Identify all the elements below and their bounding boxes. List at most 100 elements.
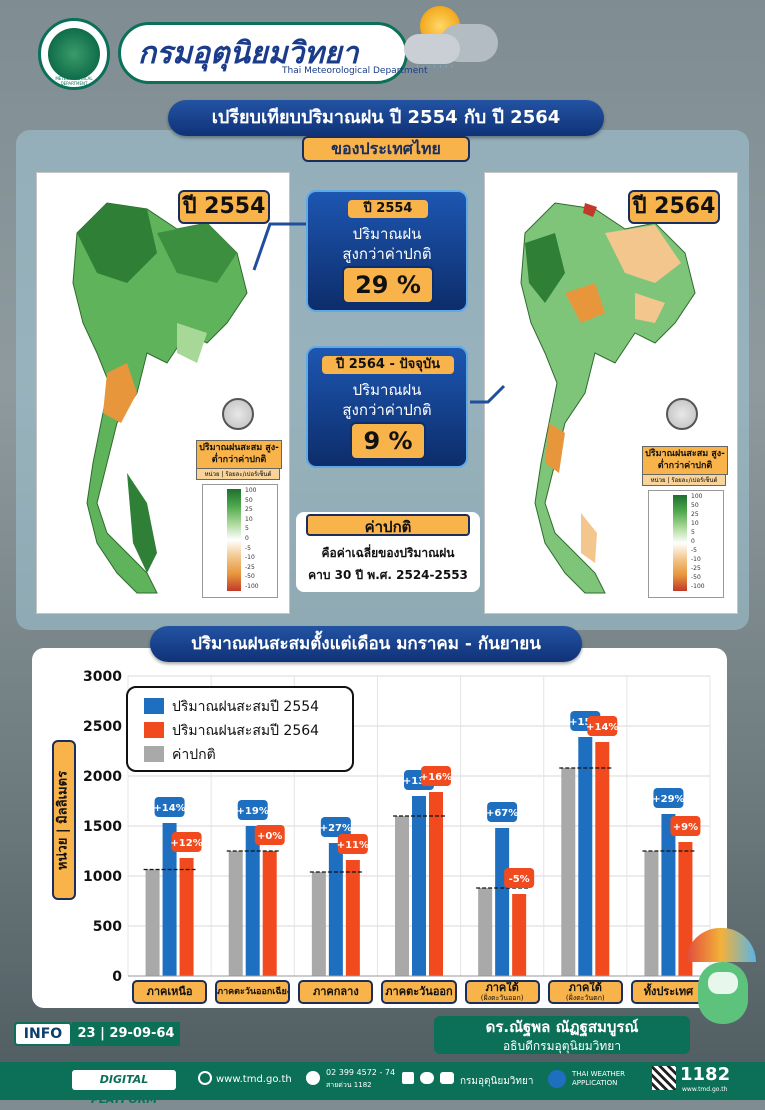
hotline-website: www.tmd.go.th bbox=[682, 1086, 728, 1093]
bar-2564 bbox=[678, 842, 693, 976]
y-tick-label: 2500 bbox=[83, 719, 122, 735]
bar-2554 bbox=[661, 814, 676, 976]
mascot-face-icon bbox=[708, 972, 738, 994]
legend-tick-label: -10 bbox=[691, 556, 701, 563]
phone-hotline: สายด่วน 1182 bbox=[326, 1081, 372, 1089]
info-line1-2564: ปริมาณฝน bbox=[352, 381, 422, 399]
qr-code-icon bbox=[652, 1066, 676, 1090]
signature-box bbox=[434, 1016, 690, 1054]
category-label: ทั้งประเทศ bbox=[630, 980, 706, 1004]
bar-normal bbox=[478, 888, 493, 976]
legend-unit-2554: หน่วย | ร้อยละ/เปอร์เซ็นต์ bbox=[196, 468, 280, 480]
bar-normal bbox=[561, 768, 576, 976]
legend-swatch-2554 bbox=[144, 698, 164, 714]
legend-tick-label: 100 bbox=[691, 493, 703, 500]
logo-text: METEOROLOGICAL DEPARTMENT bbox=[55, 76, 93, 86]
digital-platform-logo: DIGITAL PLATFORM bbox=[72, 1070, 176, 1106]
ylabel-tag bbox=[52, 740, 76, 900]
legend-scale-2554: 100 50 25 10 5 0 -5 -10 -25 -50 -100 bbox=[202, 484, 278, 598]
legend-tick-label: 25 bbox=[245, 506, 253, 514]
legend-label-2564: ปริมาณฝนสะสมปี 2564 bbox=[172, 723, 320, 739]
y-tick-label: 2000 bbox=[83, 769, 122, 785]
year-tag-2564: ปี 2564 bbox=[628, 190, 720, 224]
legend-tick-label: -25 bbox=[691, 565, 701, 572]
category-label: ภาคเหนือ bbox=[132, 980, 208, 1004]
info-line1-2554: ปริมาณฝน bbox=[352, 225, 422, 243]
info-tag-2554: ปี 2554 bbox=[348, 200, 428, 218]
normal-line1: คือค่าเฉลี่ยของปริมาณฝน bbox=[321, 546, 455, 560]
data-label-2564: +9% bbox=[673, 822, 698, 833]
bar-2554 bbox=[495, 828, 510, 976]
data-label-2554: +67% bbox=[486, 808, 518, 819]
website-link[interactable]: www.tmd.go.th bbox=[216, 1074, 292, 1085]
legend-tick-label: 10 bbox=[245, 515, 253, 523]
bar-2564 bbox=[429, 792, 443, 976]
category-label: ภาคใต้ (ฝั่งตะวันออก) bbox=[464, 980, 540, 1004]
twitter-icon[interactable] bbox=[420, 1072, 434, 1084]
map-card-2554 bbox=[36, 172, 290, 614]
data-label-box bbox=[653, 788, 684, 808]
category-main: ภาคตะวันออกเฉียงเหนือ bbox=[217, 987, 288, 997]
data-label-2564: +12% bbox=[170, 838, 202, 849]
chart-legend: ปริมาณฝนสะสมปี 2554 ปริมาณฝนสะสมปี 2564 … bbox=[126, 686, 354, 772]
normal-box: ค่าปกติ คือค่าเฉลี่ยของปริมาณฝน คาบ 30 ป… bbox=[296, 512, 480, 592]
bar-normal bbox=[644, 851, 659, 976]
bar-normal bbox=[395, 816, 409, 976]
data-label-box bbox=[587, 716, 618, 736]
category-sub: (ฝั่งตะวันออก) bbox=[480, 994, 524, 1002]
normal-tag: ค่าปกติ bbox=[306, 514, 470, 536]
info-badge: INFO bbox=[14, 1022, 72, 1046]
map-2564 bbox=[520, 202, 696, 594]
map-card-2564 bbox=[484, 172, 738, 614]
bar-2554 bbox=[578, 737, 593, 976]
data-label-box bbox=[171, 832, 202, 852]
data-label-2564: +16% bbox=[420, 772, 452, 783]
youtube-icon[interactable] bbox=[440, 1072, 454, 1084]
category-main: ภาคใต้ bbox=[568, 981, 602, 994]
data-label-box bbox=[154, 797, 185, 817]
director-title: อธิบดีกรมอุตุนิยมวิทยา bbox=[502, 1039, 622, 1053]
legend-tick-label: 5 bbox=[245, 525, 249, 533]
map-2554 bbox=[72, 202, 248, 594]
bar-2564 bbox=[179, 858, 194, 976]
data-label-box bbox=[337, 834, 368, 854]
legend-swatch-2564 bbox=[144, 722, 164, 738]
info-line2-2554: สูงกว่าค่าปกติ bbox=[342, 245, 432, 263]
legend-tick-label: -50 bbox=[691, 574, 701, 581]
legend-tick-label: 25 bbox=[691, 511, 699, 518]
bar-2564 bbox=[595, 742, 610, 976]
category-sub: (ฝั่งตะวันตก) bbox=[565, 994, 605, 1002]
legend-tick-label: 0 bbox=[691, 538, 695, 545]
info-date: 23 | 29-09-64 bbox=[72, 1022, 180, 1046]
bar-2554 bbox=[412, 796, 426, 976]
normal-line2: คาบ 30 ปี พ.ศ. 2524-2553 bbox=[308, 568, 468, 582]
info-value-2554: 29 % bbox=[342, 266, 434, 304]
y-tick-label: 0 bbox=[112, 969, 122, 985]
legend-tick-label: -100 bbox=[245, 583, 259, 590]
data-label-2564: +0% bbox=[257, 831, 282, 842]
facebook-icon[interactable] bbox=[402, 1072, 414, 1084]
category-main: ภาคกลาง bbox=[312, 985, 359, 998]
legend-colorbar bbox=[227, 489, 241, 591]
category-main: ภาคเหนือ bbox=[146, 985, 193, 998]
bar-2554 bbox=[328, 843, 343, 976]
data-label-box bbox=[421, 766, 451, 786]
category-main: ภาคใต้ bbox=[485, 981, 519, 994]
data-label-2564: +14% bbox=[586, 722, 618, 733]
y-tick-label: 1500 bbox=[83, 819, 122, 835]
data-label-2564: +11% bbox=[337, 840, 369, 851]
data-label-2554: +13% bbox=[403, 776, 435, 787]
tmd-emblem-icon bbox=[48, 28, 100, 80]
info-box-2564: ปี 2564 - ปัจจุบัน ปริมาณฝน สูงกว่าค่าปก… bbox=[306, 346, 468, 468]
cloud-small-icon bbox=[404, 34, 460, 64]
category-label: ภาคตะวันออกเฉียงเหนือ bbox=[215, 980, 291, 1004]
legend-tick-label: 50 bbox=[245, 496, 253, 504]
y-tick-label: 3000 bbox=[83, 669, 122, 685]
data-label-box bbox=[504, 868, 535, 888]
title-pill bbox=[118, 22, 408, 84]
category-label: ภาคใต้ (ฝั่งตะวันตก) bbox=[547, 980, 623, 1004]
data-label-box bbox=[320, 817, 351, 837]
bar-2564 bbox=[345, 860, 360, 976]
data-label-2554: +27% bbox=[320, 823, 352, 834]
bar-2564 bbox=[262, 851, 277, 976]
